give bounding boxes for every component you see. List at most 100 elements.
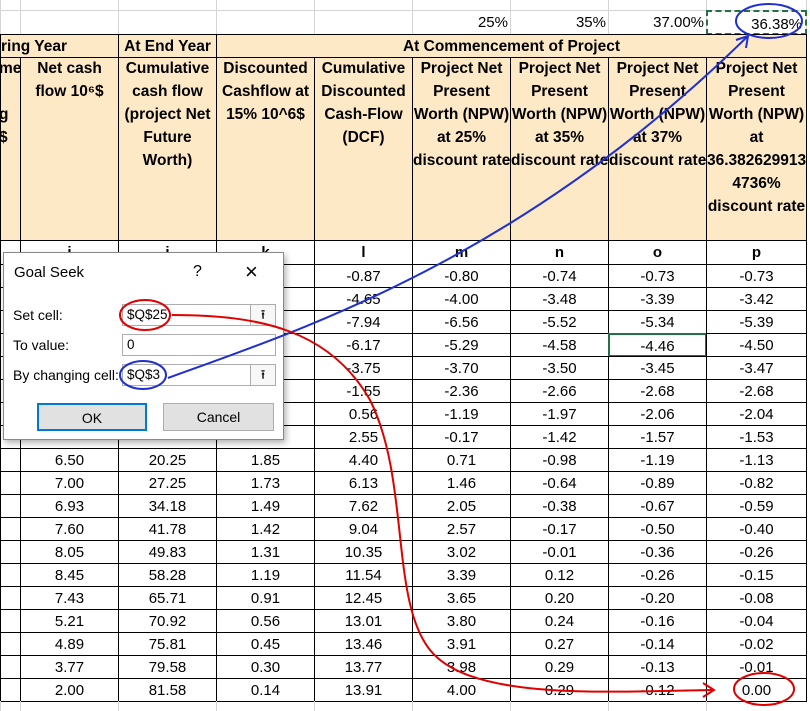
group-header: At End Year (118, 34, 217, 58)
data-cell: 27.25 (118, 471, 217, 495)
goal-seek-dialog: Goal Seek ? × Set cell: $Q$25 ⭱ To value:… (3, 252, 284, 440)
data-cell: -1.42 (510, 425, 609, 449)
data-cell: -0.98 (510, 448, 609, 472)
ok-button[interactable]: OK (37, 403, 147, 431)
data-cell: 3.65 (412, 586, 511, 610)
data-cell: 9.04 (314, 517, 413, 541)
header-line: Worth (NPW) (609, 106, 706, 123)
header-line: g (1, 106, 20, 124)
data-cell: -0.15 (706, 563, 807, 587)
header-line: at 25% (436, 129, 487, 146)
range-picker[interactable]: ⭱ (250, 305, 275, 325)
header-line: Worth (NPW) (708, 106, 805, 123)
close-button[interactable]: × (245, 259, 258, 284)
data-cell: -2.36 (412, 379, 511, 403)
header-line: 4736% (732, 175, 781, 192)
column-header: me g $ (0, 57, 21, 241)
header-line: Discounted (223, 60, 308, 77)
data-cell: 1.85 (216, 448, 315, 472)
data-cell: -3.75 (314, 356, 413, 380)
data-cell: -0.17 (412, 425, 511, 449)
data-cell: -3.48 (510, 287, 609, 311)
header-line: (project Net (124, 106, 211, 123)
data-cell: 13.01 (314, 609, 413, 633)
data-cell: 12.45 (314, 586, 413, 610)
data-cell: 0.00 (706, 678, 807, 702)
data-cell: 8.45 (20, 563, 119, 587)
top-cell: 25% (477, 14, 508, 31)
data-cell: 0.24 (510, 609, 609, 633)
header-line: $ (1, 129, 20, 147)
data-cell: -0.40 (706, 517, 807, 541)
help-button[interactable]: ? (193, 263, 202, 280)
data-cell: -0.73 (706, 264, 807, 288)
cell (0, 632, 21, 656)
cell (0, 701, 21, 711)
data-cell: 7.62 (314, 494, 413, 518)
data-cell: -0.01 (706, 655, 807, 679)
data-cell: -6.17 (314, 333, 413, 357)
changing-cell-input[interactable]: $Q$3 ⭱ (122, 364, 276, 386)
header-line: Present (531, 83, 588, 100)
data-cell: -5.34 (608, 310, 707, 334)
data-cell: 0.71 (412, 448, 511, 472)
to-value-input[interactable]: 0 (122, 334, 276, 356)
dialog-title: Goal Seek (14, 264, 85, 281)
top-cell: 37.00% (653, 14, 704, 31)
data-cell: -1.13 (706, 448, 807, 472)
data-cell: 70.92 (118, 609, 217, 633)
header-line: Worth) (142, 152, 193, 169)
data-cell: -0.80 (412, 264, 511, 288)
range-picker[interactable]: ⭱ (250, 365, 275, 385)
column-letter: p (706, 240, 807, 265)
data-cell: 34.18 (118, 494, 217, 518)
cancel-button[interactable]: Cancel (163, 403, 274, 431)
data-cell: -0.74 (510, 264, 609, 288)
data-cell: -0.89 (608, 471, 707, 495)
data-cell: -1.97 (510, 402, 609, 426)
column-letter: n (510, 240, 609, 265)
data-cell: -2.68 (608, 379, 707, 403)
data-cell: -0.59 (706, 494, 807, 518)
column-letter: l (314, 240, 413, 265)
header-line: (DCF) (342, 129, 385, 146)
data-cell: 0.20 (510, 586, 609, 610)
data-cell: 2.00 (20, 678, 119, 702)
input-value: $Q$25 (127, 307, 168, 322)
top-cell: 35% (575, 14, 606, 31)
data-cell: 5.21 (20, 609, 119, 633)
data-cell: 1.42 (216, 517, 315, 541)
set-cell-input[interactable]: $Q$25 ⭱ (122, 304, 276, 326)
data-cell: -0.36 (608, 540, 707, 564)
data-cell: -0.02 (706, 632, 807, 656)
data-cell: 10.35 (314, 540, 413, 564)
header-line: 36.382629913 (707, 152, 807, 169)
header-line: Discounted (321, 83, 406, 100)
data-cell: 6.50 (20, 448, 119, 472)
data-cell: 0.14 (216, 678, 315, 702)
data-cell: -1.57 (608, 425, 707, 449)
data-cell: 79.58 (118, 655, 217, 679)
header-line: discount rate (707, 198, 806, 215)
cell (216, 10, 315, 35)
header-line: Worth (NPW) (413, 106, 510, 123)
field-label: Set cell: (13, 307, 63, 323)
cell (0, 678, 21, 702)
data-cell: -0.26 (706, 540, 807, 564)
column-header: Cumulative cash flow (project Net Future Wor… (118, 57, 217, 241)
data-cell: 3.39 (412, 563, 511, 587)
data-cell: -0.50 (608, 517, 707, 541)
header-line: Cumulative (125, 60, 210, 77)
header-line: 15% 10^6$ (226, 106, 305, 123)
cell (608, 701, 707, 711)
column-header: Project Net Present Worth (NPW) at 35% disco… (510, 57, 609, 241)
data-cell: 49.83 (118, 540, 217, 564)
cell (314, 701, 413, 711)
data-cell: 81.58 (118, 678, 217, 702)
data-cell: 3.91 (412, 632, 511, 656)
data-cell: 2.57 (412, 517, 511, 541)
data-cell: 4.89 (20, 632, 119, 656)
data-cell: -0.17 (510, 517, 609, 541)
data-cell: -0.14 (608, 632, 707, 656)
